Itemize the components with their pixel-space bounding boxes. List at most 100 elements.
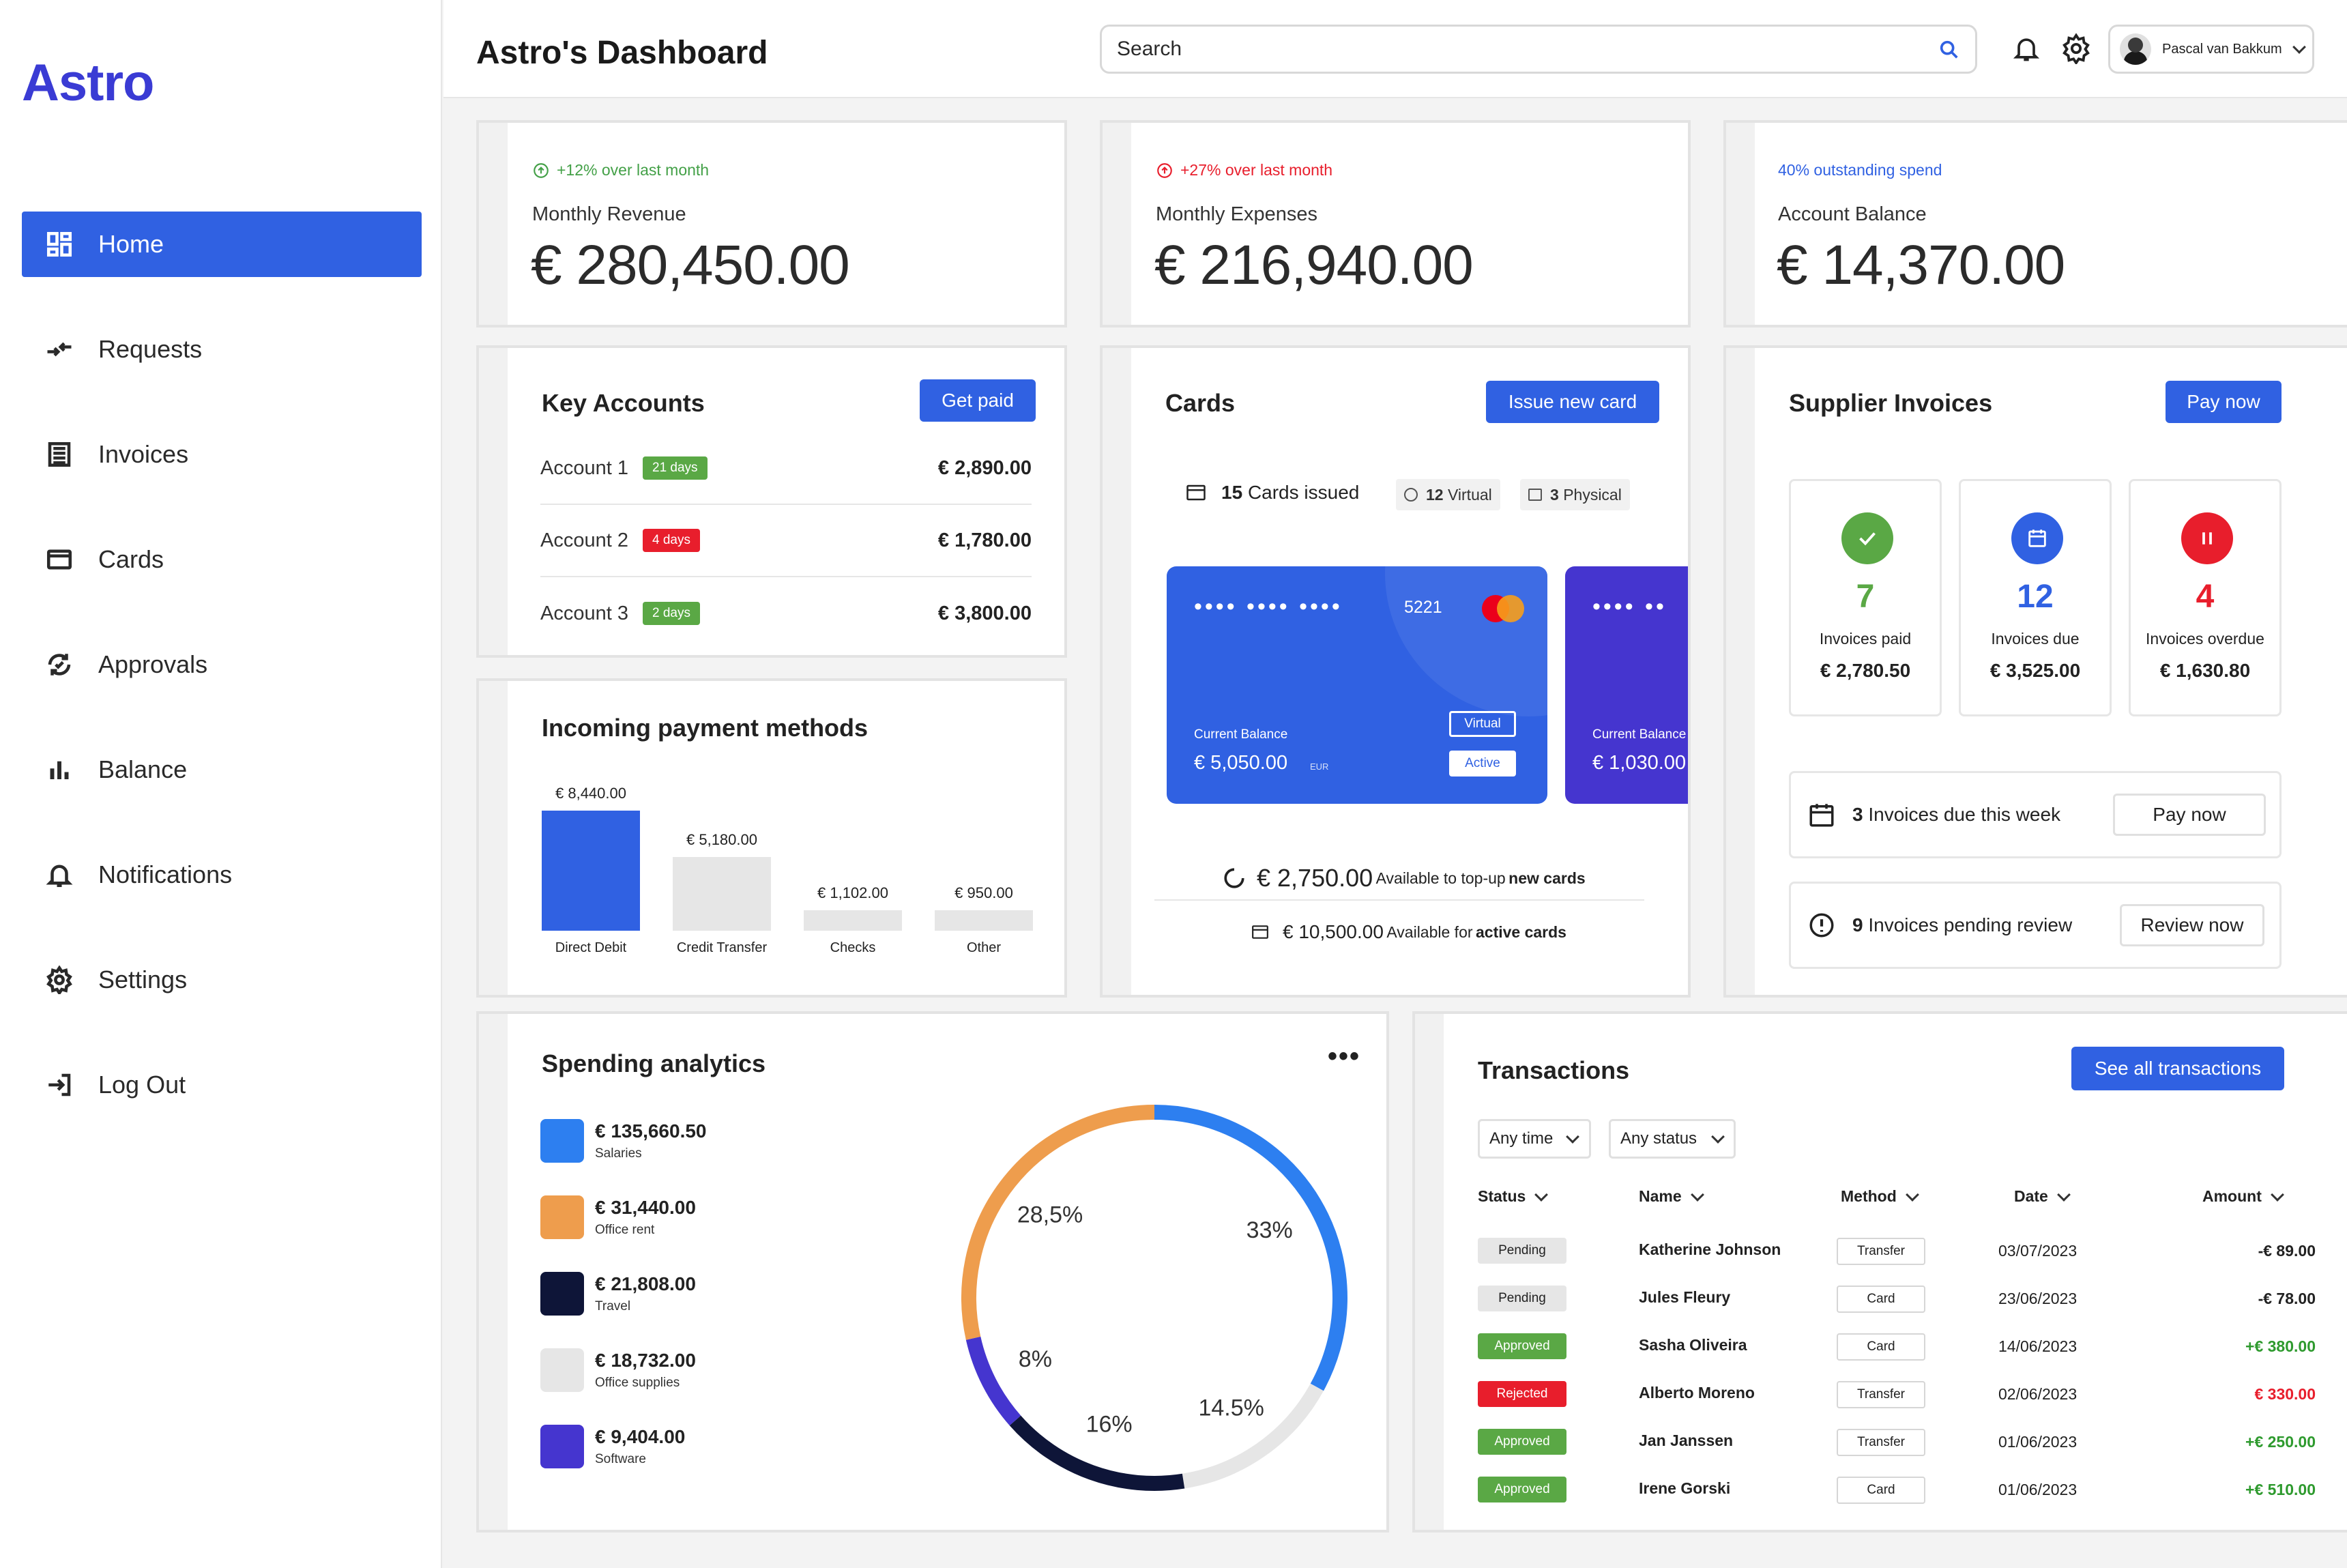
days-badge: 2 days	[643, 602, 700, 625]
sidebar-item-balance[interactable]: Balance	[22, 737, 422, 802]
issue-new-card-button[interactable]: Issue new card	[1486, 381, 1659, 423]
invoices-paid-box[interactable]: 7 Invoices paid € 2,780.50	[1789, 479, 1942, 716]
logo: Astro	[22, 54, 154, 112]
chevron-down-icon	[1905, 1187, 1919, 1202]
table-row[interactable]: Approved Sasha Oliveira Card 14/06/2023 …	[1478, 1332, 2316, 1365]
list-item[interactable]: Account 3 2 days € 3,800.00	[540, 602, 1032, 625]
status-badge: Rejected	[1478, 1381, 1566, 1407]
sidebar-item-settings[interactable]: Settings	[22, 947, 422, 1013]
table-row[interactable]: Approved Jan Janssen Transfer 01/06/2023…	[1478, 1427, 2316, 1460]
method-badge: Card	[1837, 1477, 1925, 1504]
transaction-name: Alberto Moreno	[1639, 1384, 1755, 1402]
get-paid-button[interactable]: Get paid	[920, 379, 1036, 422]
search-input[interactable]	[1100, 25, 1977, 74]
column-header-status[interactable]: Status	[1478, 1187, 1549, 1206]
balance-label: Current Balance	[1194, 727, 1288, 742]
invoices-due-box[interactable]: 12 Invoices due € 3,525.00	[1959, 479, 2112, 716]
review-now-button[interactable]: Review now	[2120, 904, 2264, 946]
donut-slice	[1009, 1415, 1185, 1491]
card-balance: € 5,050.00	[1194, 752, 1288, 774]
sidebar-item-requests[interactable]: Requests	[22, 317, 422, 382]
kpi-card-expenses: +27% over last month Monthly Expenses € …	[1100, 120, 1691, 328]
calendar-icon	[1809, 804, 1834, 827]
status-badge: Approved	[1478, 1429, 1566, 1455]
column-header-method[interactable]: Method	[1841, 1187, 1919, 1206]
sidebar-item-label: Invoices	[98, 440, 189, 468]
transaction-name: Jules Fleury	[1639, 1288, 1731, 1306]
donut-slice-label: 33%	[1247, 1217, 1293, 1243]
sidebar-item-home[interactable]: Home	[22, 212, 422, 277]
status-badge: Approved	[1478, 1477, 1566, 1502]
payment-card-2[interactable]: •••• •• Current Balance € 1,030.00	[1565, 566, 1688, 804]
card-title: Key Accounts	[542, 389, 705, 417]
transaction-amount: -€ 89.00	[2258, 1242, 2316, 1260]
pay-now-button[interactable]: Pay now	[2113, 794, 2266, 836]
bar-value-label: € 950.00	[954, 884, 1013, 901]
sidebar-item-label: Approvals	[98, 650, 208, 678]
kpi-trend: +12% over last month	[532, 161, 709, 179]
donut-slice	[965, 1336, 1021, 1426]
bar-category-label: Direct Debit	[555, 940, 627, 955]
invoices-overdue-box[interactable]: 4 Invoices overdue € 1,630.80	[2129, 479, 2282, 716]
refresh-check-icon	[45, 650, 74, 679]
credit-card-icon	[1186, 484, 1206, 501]
active-info: € 10,500.00 Available for active cards	[1250, 921, 1566, 943]
invoices-due-week-row: 3 Invoices due this week Pay now	[1789, 771, 2282, 858]
search-icon[interactable]	[1938, 38, 1961, 61]
kpi-label: Account Balance	[1778, 203, 1927, 225]
sidebar-item-logout[interactable]: Log Out	[22, 1052, 422, 1118]
days-badge: 4 days	[643, 529, 700, 552]
logout-icon	[45, 1071, 74, 1099]
legend-swatch	[540, 1195, 584, 1239]
sidebar-item-invoices[interactable]: Invoices	[22, 422, 422, 487]
legend-swatch	[540, 1119, 584, 1163]
method-badge: Transfer	[1837, 1429, 1925, 1456]
bar-chart: € 8,440.00 Direct Debit € 5,180.00 Credit T…	[542, 770, 1036, 955]
method-badge: Card	[1837, 1286, 1925, 1313]
more-options-icon[interactable]: •••	[1328, 1041, 1361, 1071]
table-row[interactable]: Pending Jules Fleury Card 23/06/2023 -€ …	[1478, 1284, 2316, 1317]
sidebar-item-label: Log Out	[98, 1071, 186, 1099]
kpi-trend: +27% over last month	[1156, 161, 1332, 179]
card-number: •••• •••• ••••	[1194, 594, 1343, 620]
pay-now-button[interactable]: Pay now	[2166, 381, 2282, 423]
kpi-label: Monthly Expenses	[1156, 203, 1317, 225]
filter-status-select[interactable]: Any status	[1609, 1119, 1736, 1159]
table-row[interactable]: Rejected Alberto Moreno Transfer 02/06/2…	[1478, 1380, 2316, 1412]
column-header-name[interactable]: Name	[1639, 1187, 1704, 1206]
check-icon	[1841, 512, 1893, 564]
transaction-name: Sasha Oliveira	[1639, 1336, 1747, 1354]
sidebar-item-approvals[interactable]: Approvals	[22, 632, 422, 697]
bell-icon[interactable]	[2011, 33, 2041, 64]
column-header-date[interactable]: Date	[2014, 1187, 2071, 1206]
table-row[interactable]: Pending Katherine Johnson Transfer 03/07…	[1478, 1236, 2316, 1269]
status-badge: Approved	[1478, 1333, 1566, 1359]
list-item[interactable]: Account 1 21 days € 2,890.00	[540, 433, 1032, 505]
transaction-name: Irene Gorski	[1639, 1479, 1731, 1497]
legend-swatch	[540, 1348, 584, 1392]
gear-icon[interactable]	[2060, 33, 2092, 64]
sidebar-item-label: Home	[98, 230, 164, 258]
legend-swatch	[540, 1425, 584, 1468]
key-accounts-card: Key Accounts Get paid Account 1 21 days …	[476, 345, 1067, 658]
transaction-date: 03/07/2023	[1998, 1242, 2078, 1260]
column-header-amount[interactable]: Amount	[2202, 1187, 2284, 1206]
table-row[interactable]: Approved Irene Gorski Card 01/06/2023 +€…	[1478, 1475, 2316, 1508]
sidebar-item-cards[interactable]: Cards	[22, 527, 422, 592]
list-item[interactable]: Account 2 4 days € 1,780.00	[540, 505, 1032, 577]
days-badge: 21 days	[643, 456, 708, 480]
arrow-up-circle-icon	[534, 162, 549, 178]
cards-issued: 15 Cards issued	[1184, 482, 1359, 504]
sidebar-item-notifications[interactable]: Notifications	[22, 842, 422, 908]
cards-card: Cards Issue new card 15 Cards issued 12 …	[1100, 345, 1691, 998]
payment-card-1[interactable]: •••• •••• •••• 5221 Current Balance € 5,…	[1167, 566, 1547, 804]
card-small-icon	[1528, 489, 1542, 501]
see-all-transactions-button[interactable]: See all transactions	[2071, 1047, 2284, 1090]
transaction-amount: € 330.00	[2254, 1385, 2316, 1403]
filter-time-select[interactable]: Any time	[1478, 1119, 1591, 1159]
sidebar: Astro Home Requests Invoices Cards Appro…	[0, 0, 442, 1568]
donut-chart: 33% 14.5% 16% 8% 28,5%	[961, 1105, 1347, 1491]
user-menu[interactable]: Pascal van Bakkum	[2108, 25, 2314, 74]
kpi-label: Monthly Revenue	[532, 203, 686, 225]
virtual-chip: 12 Virtual	[1396, 479, 1500, 510]
